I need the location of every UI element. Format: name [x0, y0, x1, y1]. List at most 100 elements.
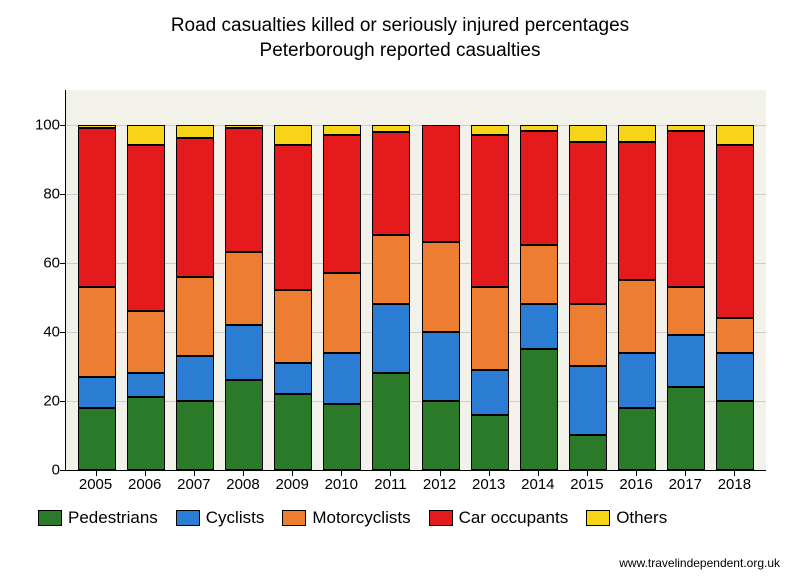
legend-swatch — [38, 510, 62, 526]
bar — [569, 125, 607, 470]
bar — [176, 125, 214, 470]
x-label: 2012 — [415, 476, 464, 493]
bar-segment-motorcyclists — [667, 287, 705, 335]
legend-item: Pedestrians — [38, 508, 158, 528]
bar — [274, 125, 312, 470]
bar-segment-pedestrians — [372, 373, 410, 470]
bar — [127, 125, 165, 470]
bar-segment-motorcyclists — [618, 280, 656, 353]
bar-group — [219, 125, 268, 470]
bar-segment-others — [127, 125, 165, 146]
source-url: www.travelindependent.org.uk — [619, 556, 780, 570]
x-label: 2009 — [268, 476, 317, 493]
legend-label: Car occupants — [459, 508, 569, 528]
legend-label: Cyclists — [206, 508, 265, 528]
bar-segment-car-occupants — [323, 135, 361, 273]
legend-item: Motorcyclists — [282, 508, 410, 528]
bar-segment-others — [716, 125, 754, 146]
bar-segment-pedestrians — [716, 401, 754, 470]
x-label: 2014 — [513, 476, 562, 493]
legend-swatch — [282, 510, 306, 526]
bar-group — [416, 125, 465, 470]
bar-segment-cyclists — [618, 353, 656, 408]
legend-label: Motorcyclists — [312, 508, 410, 528]
bar-segment-car-occupants — [78, 128, 116, 287]
bar — [618, 125, 656, 470]
x-label: 2015 — [562, 476, 611, 493]
bar-group — [170, 125, 219, 470]
x-label: 2007 — [169, 476, 218, 493]
bar-segment-others — [618, 125, 656, 142]
y-tick-label: 60 — [20, 254, 60, 271]
legend-swatch — [586, 510, 610, 526]
bar-segment-others — [176, 125, 214, 139]
bar-segment-pedestrians — [78, 408, 116, 470]
y-tick-label: 80 — [20, 185, 60, 202]
bar — [716, 125, 754, 470]
chart-container: Road casualties killed or seriously inju… — [0, 0, 800, 580]
bar-segment-motorcyclists — [176, 277, 214, 356]
bar-group — [121, 125, 170, 470]
bar-segment-pedestrians — [127, 397, 165, 470]
bar-segment-car-occupants — [225, 128, 263, 252]
bar-segment-others — [520, 125, 558, 132]
bar-segment-cyclists — [422, 332, 460, 401]
x-axis-labels: 2005200620072008200920102011201220132014… — [65, 476, 765, 493]
bar-segment-car-occupants — [274, 145, 312, 290]
bar — [471, 125, 509, 470]
bar-segment-others — [667, 125, 705, 132]
bar-segment-car-occupants — [127, 145, 165, 311]
bar-segment-pedestrians — [667, 387, 705, 470]
bar-segment-car-occupants — [520, 131, 558, 245]
bar-group — [613, 125, 662, 470]
legend-label: Pedestrians — [68, 508, 158, 528]
x-label: 2018 — [710, 476, 759, 493]
bar-group — [269, 125, 318, 470]
bar-group — [318, 125, 367, 470]
bar-segment-cyclists — [274, 363, 312, 394]
bar-segment-cyclists — [520, 304, 558, 349]
bar-segment-others — [274, 125, 312, 146]
title-line-2: Peterborough reported casualties — [260, 40, 541, 61]
bar-segment-motorcyclists — [225, 252, 263, 325]
x-label: 2013 — [464, 476, 513, 493]
bar-segment-car-occupants — [471, 135, 509, 287]
legend-label: Others — [616, 508, 667, 528]
bar — [422, 125, 460, 470]
bar-segment-cyclists — [323, 353, 361, 405]
bar — [225, 125, 263, 470]
bar-segment-cyclists — [78, 377, 116, 408]
bar-group — [72, 125, 121, 470]
bar-segment-pedestrians — [471, 415, 509, 470]
legend-swatch — [176, 510, 200, 526]
bar-segment-car-occupants — [372, 132, 410, 236]
bar-segment-others — [372, 125, 410, 132]
bar-segment-car-occupants — [667, 131, 705, 286]
bar-segment-motorcyclists — [520, 245, 558, 304]
bar-segment-pedestrians — [569, 435, 607, 470]
bar-segment-pedestrians — [618, 408, 656, 470]
bar-segment-motorcyclists — [471, 287, 509, 370]
bar-segment-motorcyclists — [323, 273, 361, 352]
bar-segment-cyclists — [225, 325, 263, 380]
bar — [520, 125, 558, 470]
bar-segment-cyclists — [569, 366, 607, 435]
bar-segment-motorcyclists — [274, 290, 312, 363]
plot-area — [65, 90, 766, 471]
bars — [66, 90, 766, 470]
x-label: 2005 — [71, 476, 120, 493]
legend-item: Car occupants — [429, 508, 569, 528]
bar-group — [662, 125, 711, 470]
bar-segment-car-occupants — [569, 142, 607, 304]
bar-segment-motorcyclists — [127, 311, 165, 373]
x-label: 2011 — [366, 476, 415, 493]
bar-segment-car-occupants — [176, 138, 214, 276]
bar-segment-car-occupants — [716, 145, 754, 318]
legend-item: Others — [586, 508, 667, 528]
legend-swatch — [429, 510, 453, 526]
bar-segment-motorcyclists — [372, 235, 410, 304]
chart-title: Road casualties killed or seriously inju… — [0, 0, 800, 63]
y-tick-label: 0 — [20, 462, 60, 479]
y-tick-label: 40 — [20, 323, 60, 340]
bar-segment-cyclists — [471, 370, 509, 415]
